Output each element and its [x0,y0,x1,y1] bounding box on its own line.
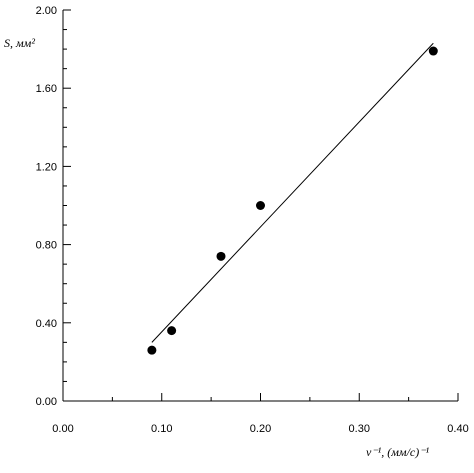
x-tick-label: 0.10 [151,423,172,435]
ticks [62,9,459,402]
y-axis-label: S, мм² [4,36,35,50]
data-point [147,345,157,355]
y-tick-label: 0.80 [36,240,57,252]
data-point [167,326,177,336]
fit-line [151,42,434,343]
y-tick-label: 0.40 [36,318,57,330]
y-tick-label: 0.00 [36,396,57,408]
x-tick-label: 0.40 [447,423,468,435]
x-tick-label: 0.20 [250,423,271,435]
y-tick-label: 2.00 [36,5,57,17]
x-tick-label: 0.30 [349,423,370,435]
data-points [147,46,438,355]
data-point [428,46,438,56]
x-tick-label: 0.00 [52,423,73,435]
tick-labels: 0.00 0.40 0.80 1.20 1.60 2.00 0.00 0.10 0.20 0.30… [36,5,469,435]
data-point [256,201,265,210]
y-tick-label: 1.20 [36,161,57,173]
y-tick-label: 1.60 [36,83,57,95]
x-axis-label: v⁻¹, (мм/с)⁻¹ [366,445,430,459]
data-point [216,251,226,261]
